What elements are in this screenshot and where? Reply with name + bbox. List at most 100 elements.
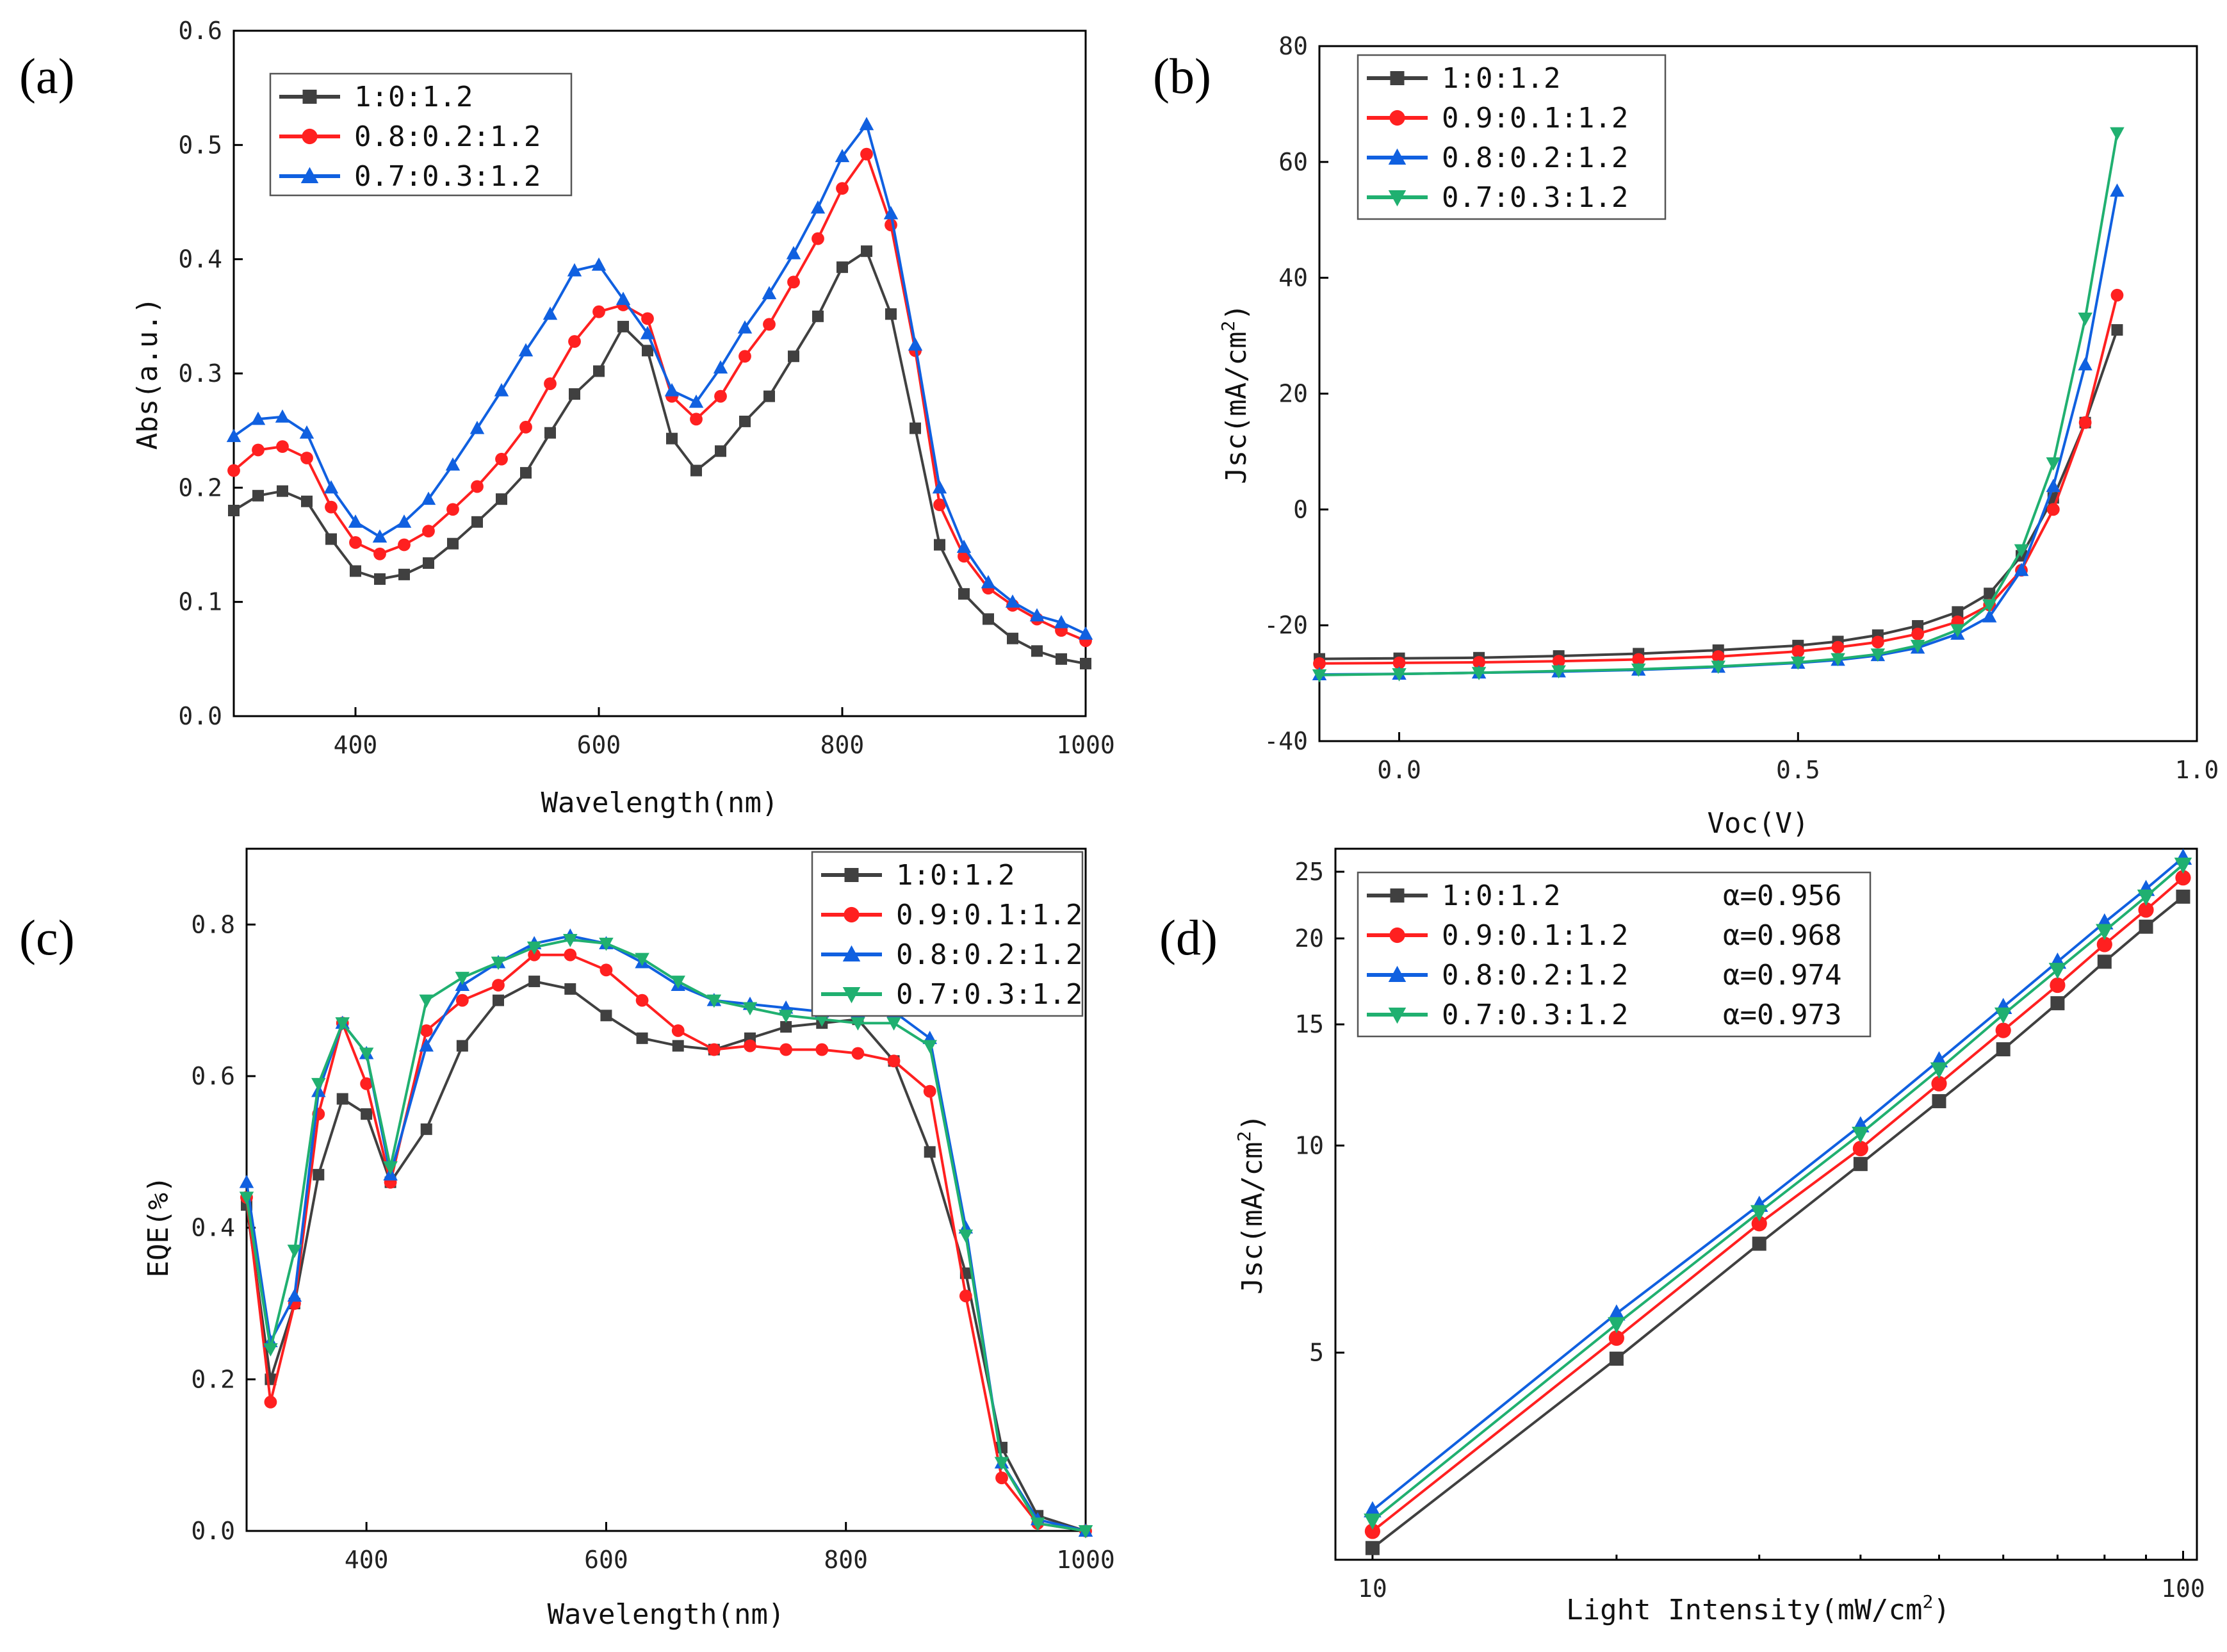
data-point (1365, 1541, 1380, 1555)
data-point (714, 389, 727, 403)
y-tick-label: 0.2 (178, 473, 222, 502)
data-point (420, 1123, 432, 1135)
data-point (672, 1040, 684, 1052)
data-point (398, 568, 410, 580)
data-point (1472, 656, 1485, 669)
data-point (671, 976, 685, 989)
data-point (359, 1047, 374, 1061)
data-point (419, 994, 434, 1008)
data-point (786, 246, 801, 259)
legend-marker (1390, 888, 1405, 903)
data-point (924, 1146, 936, 1158)
data-point (1031, 645, 1043, 657)
legend-label: 0.9:0.1:1.2 (896, 899, 1082, 931)
data-point (1952, 606, 1964, 618)
x-tick-label: 100 (2161, 1574, 2205, 1603)
data-point (1711, 660, 1725, 675)
x-tick-label: 1.0 (2175, 756, 2219, 784)
data-point (707, 1043, 721, 1056)
data-point (2110, 127, 2125, 141)
x-axis-title-d: Light Intensity(mW/cm2) (1566, 1591, 1950, 1626)
series-a-0 (228, 245, 1091, 669)
legend-label: 0.8:0.2:1.2 (354, 120, 541, 153)
series-line (1371, 856, 2184, 1512)
plot-frame-d (1334, 847, 2198, 1561)
data-point (641, 312, 654, 325)
panel-label-d: (d) (1159, 910, 1218, 965)
y-tick-label: 60 (1278, 148, 1308, 176)
data-point (812, 310, 824, 322)
y-tick-label: 0.4 (191, 1214, 235, 1242)
data-point (1752, 1236, 1766, 1251)
data-point (616, 291, 631, 306)
data-point (564, 983, 576, 995)
data-point (635, 994, 649, 1007)
y-axis-title-d-sup: 2 (1234, 1131, 1255, 1142)
legend-marker (302, 128, 318, 145)
data-point (671, 1024, 685, 1037)
data-point (835, 149, 850, 163)
data-point (228, 505, 240, 516)
legend-label: 1:0:1.2 (1442, 62, 1560, 95)
data-point (2014, 544, 2029, 558)
legend-marker (844, 868, 859, 882)
data-point (887, 1054, 901, 1068)
data-point (264, 1395, 277, 1409)
data-point (350, 565, 361, 577)
data-point (263, 1343, 278, 1357)
data-point (599, 937, 614, 951)
data-point (815, 1013, 829, 1027)
data-point (542, 306, 558, 320)
data-point (373, 547, 386, 560)
x-axis-title-d-sup: 2 (1922, 1591, 1933, 1612)
panel-d: (d) 10 100 5 10 15 20 25 Light Intensity(mW/cm… (1159, 847, 2205, 1626)
y-tick-label: -20 (1264, 611, 1308, 639)
data-point (1312, 669, 1327, 683)
data-point (361, 1108, 373, 1120)
x-tick-label: 10 (1358, 1574, 1387, 1603)
data-point (455, 994, 469, 1007)
y-tick-label: 0.0 (191, 1517, 235, 1545)
data-point (1608, 1304, 1626, 1321)
data-point (958, 588, 970, 600)
data-point (713, 360, 728, 374)
data-point (1996, 1042, 2011, 1057)
data-point (1471, 667, 1487, 681)
data-point (491, 956, 506, 970)
x-axis-title-d-end: ) (1933, 1594, 1950, 1626)
legend-label: 0.8:0.2:1.2 (1442, 959, 1628, 992)
data-point (374, 573, 386, 585)
data-point (642, 345, 653, 357)
panel-b: (b) 0.0 0.5 1.0 -40 -20 0 20 40 60 80 Voc(V) Jsc(… (1153, 32, 2219, 840)
data-point (742, 1002, 758, 1016)
data-point (934, 539, 945, 551)
data-point (851, 1017, 865, 1031)
axes-ticks-c: 400 600 800 1000 0.0 0.2 0.4 0.6 0.8 (191, 910, 1114, 1574)
series-b-1 (1313, 288, 2124, 670)
y-axis-title-d-end: ) (1236, 1114, 1269, 1131)
series-line (1319, 133, 2119, 676)
data-point (568, 335, 581, 348)
data-point (300, 452, 313, 464)
data-point (323, 480, 339, 494)
legend-marker (1390, 71, 1405, 85)
data-point (287, 1245, 302, 1258)
data-point (860, 147, 873, 161)
data-point (923, 1084, 936, 1098)
data-point (1930, 1062, 1948, 1079)
legend-c: 1:0:1.2 0.9:0.1:1.2 0.8:0.2:1.2 0.7:0.3:1.2 (811, 851, 1084, 1017)
data-point (544, 377, 557, 390)
data-point (2046, 478, 2061, 493)
data-point (1078, 626, 1093, 640)
x-tick-label: 600 (577, 731, 621, 759)
data-point (471, 480, 484, 493)
data-point (593, 365, 605, 377)
legend-alpha: α=0.968 (1723, 919, 1841, 952)
panel-label-c: (c) (19, 910, 75, 965)
data-point (348, 514, 363, 528)
data-point (445, 457, 461, 471)
data-point (311, 1077, 326, 1092)
data-point (252, 443, 265, 457)
data-point (564, 948, 577, 961)
data-point (1750, 1205, 1768, 1222)
